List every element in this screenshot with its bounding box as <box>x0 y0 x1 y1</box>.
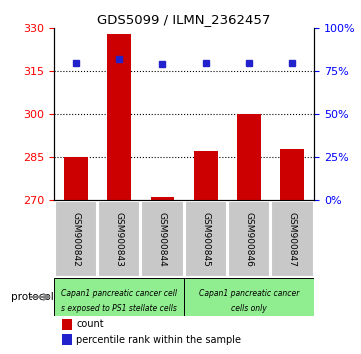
Bar <box>280 149 304 200</box>
Text: GSM900844: GSM900844 <box>158 212 167 267</box>
Text: Capan1 pancreatic cancer: Capan1 pancreatic cancer <box>199 289 299 298</box>
Bar <box>98 201 140 278</box>
Bar <box>55 201 97 278</box>
Text: count: count <box>76 319 104 330</box>
Text: GSM900845: GSM900845 <box>201 212 210 267</box>
Text: s exposed to PS1 stellate cells: s exposed to PS1 stellate cells <box>61 304 177 313</box>
Bar <box>62 335 72 346</box>
Text: GSM900847: GSM900847 <box>288 212 297 267</box>
Bar <box>184 201 227 278</box>
Text: GSM900843: GSM900843 <box>115 212 123 267</box>
Bar <box>271 201 314 278</box>
Text: percentile rank within the sample: percentile rank within the sample <box>76 335 241 345</box>
Bar <box>64 157 88 200</box>
Bar <box>151 197 174 200</box>
Bar <box>141 201 184 278</box>
Bar <box>228 201 270 278</box>
Text: cells only: cells only <box>231 304 267 313</box>
Bar <box>107 34 131 200</box>
Bar <box>194 152 218 200</box>
Text: Capan1 pancreatic cancer cell: Capan1 pancreatic cancer cell <box>61 289 177 298</box>
Bar <box>184 278 314 316</box>
Text: GSM900842: GSM900842 <box>71 212 80 267</box>
Bar <box>237 114 261 200</box>
Title: GDS5099 / ILMN_2362457: GDS5099 / ILMN_2362457 <box>97 13 271 26</box>
Text: GSM900846: GSM900846 <box>245 212 253 267</box>
Text: protocol: protocol <box>12 292 54 302</box>
Bar <box>62 319 72 330</box>
Bar <box>54 278 184 316</box>
